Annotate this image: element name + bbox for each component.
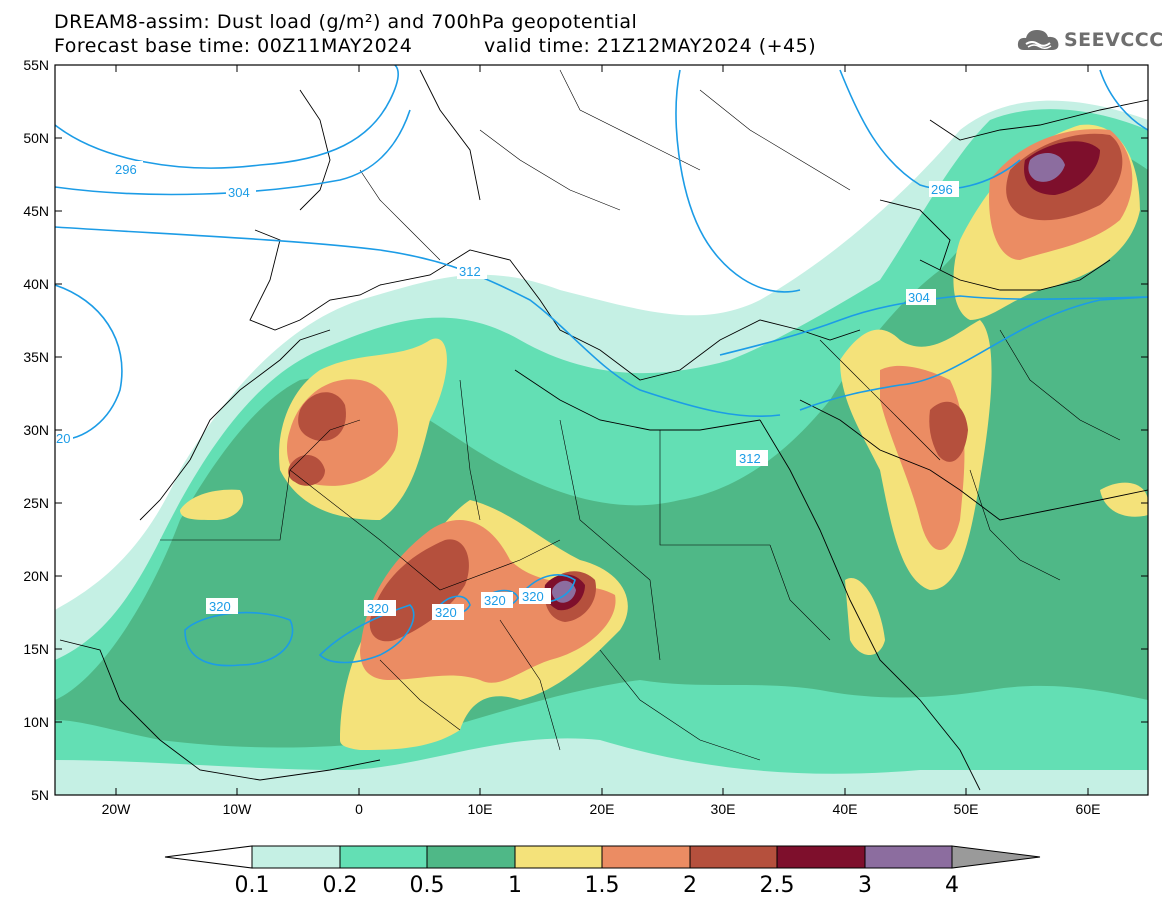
colorbar-swatch xyxy=(864,845,953,869)
contour-label-304: 304 xyxy=(228,185,250,200)
colorbar-tick: 2.5 xyxy=(760,873,795,898)
colorbar-tick: 0.1 xyxy=(235,873,270,898)
lat-label: 25N xyxy=(23,495,49,511)
colorbar-swatch xyxy=(514,845,603,869)
contour-label-304: 304 xyxy=(908,290,930,305)
lon-label: 50E xyxy=(954,801,979,817)
map-title: DREAM8-assim: Dust load (g/m²) and 700hP… xyxy=(54,11,638,33)
colorbar-tick: 1.5 xyxy=(585,873,620,898)
contour-label-320: 320 xyxy=(484,593,506,608)
cloud-icon xyxy=(1017,30,1059,50)
plot-area: 296 304 312 320 320 320 320 320 296 304 … xyxy=(55,65,1148,795)
contour-label-296: 296 xyxy=(931,182,953,197)
lon-label: 40E xyxy=(833,801,858,817)
lon-label: 30E xyxy=(711,801,736,817)
colorbar-tick: 1 xyxy=(508,873,522,898)
lat-label: 20N xyxy=(23,568,49,584)
colorbar-tick: 3 xyxy=(858,873,872,898)
contour-labels: 296 304 312 320 320 320 320 320 296 304 … xyxy=(55,161,959,620)
colorbar-tick: 2 xyxy=(683,873,697,898)
lat-label: 50N xyxy=(23,130,49,146)
contour-label-320: 320 xyxy=(367,601,389,616)
seevccc-logo: SEEVCCC xyxy=(1016,26,1163,56)
logo-text: SEEVCCC xyxy=(1064,29,1164,51)
lat-label: 30N xyxy=(23,422,49,438)
colorbar-swatch xyxy=(251,845,341,869)
contour-label-20: 20 xyxy=(56,431,70,446)
colorbar-tick: 4 xyxy=(945,873,959,898)
time-info: Forecast base time: 00Z11MAY2024 valid ti… xyxy=(54,35,816,57)
contour-label-320: 320 xyxy=(522,589,544,604)
colorbar-swatch xyxy=(339,845,428,869)
colorbar-under-arrow xyxy=(164,845,253,869)
contour-label-312: 312 xyxy=(739,451,761,466)
colorbar-swatch xyxy=(426,845,516,869)
colorbar-over-arrow xyxy=(951,845,1041,869)
lat-label: 55N xyxy=(23,57,49,73)
lon-label: 60E xyxy=(1076,801,1101,817)
lat-label: 5N xyxy=(31,787,49,803)
lat-label: 40N xyxy=(23,276,49,292)
contour-label-320: 320 xyxy=(435,605,457,620)
lat-axis xyxy=(55,64,1148,796)
contour-label-320: 320 xyxy=(209,599,231,614)
valid-time: valid time: 21Z12MAY2024 (+45) xyxy=(484,35,817,57)
lat-labels: 55N 50N 45N 40N 35N 30N 25N 20N 15N 10N … xyxy=(23,57,49,803)
contour-label-312: 312 xyxy=(459,264,481,279)
colorbar-tick: 0.2 xyxy=(323,873,358,898)
colorbar-swatch xyxy=(776,845,866,869)
lon-labels: 20W 10W 0 10E 20E 30E 40E 50E 60E xyxy=(102,801,1101,817)
contour-label-296: 296 xyxy=(115,162,137,177)
lon-label: 0 xyxy=(355,801,363,817)
lat-label: 35N xyxy=(23,349,49,365)
lat-label: 10N xyxy=(23,714,49,730)
base-time: Forecast base time: 00Z11MAY2024 xyxy=(54,35,413,57)
colorbar-swatch xyxy=(601,845,691,869)
colorbar-tick: 0.5 xyxy=(410,873,445,898)
lon-axis xyxy=(115,65,1089,795)
lat-label: 15N xyxy=(23,641,49,657)
lon-label: 10W xyxy=(223,801,253,817)
lat-label: 45N xyxy=(23,203,49,219)
country-borders xyxy=(160,69,1121,761)
dust-field xyxy=(55,100,1148,795)
lon-label: 20E xyxy=(590,801,615,817)
colorbar-ticks: 0.1 0.2 0.5 1 1.5 2 2.5 3 4 xyxy=(235,873,960,898)
coastlines xyxy=(59,69,1148,791)
colorbar xyxy=(164,845,1041,869)
lon-label: 10E xyxy=(468,801,493,817)
lon-label: 20W xyxy=(102,801,132,817)
colorbar-swatch xyxy=(689,845,778,869)
